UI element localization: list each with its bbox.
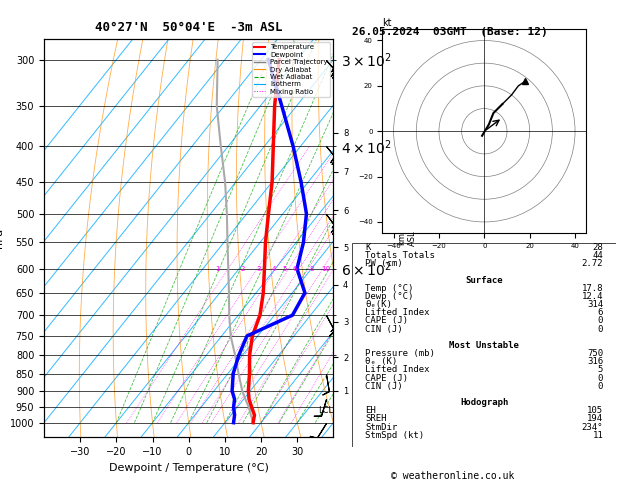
Text: 6: 6 <box>293 266 298 272</box>
Text: 750: 750 <box>587 349 603 358</box>
Text: Pressure (mb): Pressure (mb) <box>365 349 435 358</box>
Text: PW (cm): PW (cm) <box>365 260 403 268</box>
Text: θₑ (K): θₑ (K) <box>365 357 398 366</box>
Text: 28: 28 <box>593 243 603 252</box>
Text: Surface: Surface <box>465 276 503 285</box>
Text: 2: 2 <box>240 266 245 272</box>
Text: kt: kt <box>382 18 392 28</box>
Text: 0: 0 <box>598 382 603 391</box>
Text: CIN (J): CIN (J) <box>365 325 403 334</box>
Text: CAPE (J): CAPE (J) <box>365 316 408 326</box>
Text: 44: 44 <box>593 251 603 260</box>
Text: Lifted Index: Lifted Index <box>365 308 430 317</box>
Text: 105: 105 <box>587 406 603 416</box>
Text: 6: 6 <box>598 308 603 317</box>
Text: Most Unstable: Most Unstable <box>449 341 520 350</box>
Text: CAPE (J): CAPE (J) <box>365 374 408 382</box>
Text: 316: 316 <box>587 357 603 366</box>
Text: Temp (°C): Temp (°C) <box>365 284 414 293</box>
Text: 5: 5 <box>282 266 287 272</box>
Text: Hodograph: Hodograph <box>460 398 508 407</box>
Text: Lifted Index: Lifted Index <box>365 365 430 375</box>
Text: 26.05.2024  03GMT  (Base: 12): 26.05.2024 03GMT (Base: 12) <box>352 27 548 37</box>
Text: 0: 0 <box>598 374 603 382</box>
Text: 314: 314 <box>587 300 603 309</box>
Text: K: K <box>365 243 371 252</box>
Text: 5: 5 <box>598 365 603 375</box>
Text: StmSpd (kt): StmSpd (kt) <box>365 431 425 440</box>
Text: LCL: LCL <box>318 406 333 415</box>
Text: 17.8: 17.8 <box>582 284 603 293</box>
Y-axis label: hPa: hPa <box>0 228 4 248</box>
Y-axis label: km
ASL: km ASL <box>398 230 416 246</box>
Text: CIN (J): CIN (J) <box>365 382 403 391</box>
Text: 11: 11 <box>593 431 603 440</box>
Text: Totals Totals: Totals Totals <box>365 251 435 260</box>
Legend: Temperature, Dewpoint, Parcel Trajectory, Dry Adiabat, Wet Adiabat, Isotherm, Mi: Temperature, Dewpoint, Parcel Trajectory… <box>252 42 330 97</box>
Text: 0: 0 <box>598 316 603 326</box>
Text: EH: EH <box>365 406 376 416</box>
Text: Dewp (°C): Dewp (°C) <box>365 292 414 301</box>
Title: 40°27'N  50°04'E  -3m ASL: 40°27'N 50°04'E -3m ASL <box>95 20 282 34</box>
Text: 194: 194 <box>587 415 603 423</box>
Text: © weatheronline.co.uk: © weatheronline.co.uk <box>391 471 515 481</box>
Text: 10: 10 <box>321 266 330 272</box>
Text: 1: 1 <box>215 266 220 272</box>
Text: θₑ(K): θₑ(K) <box>365 300 392 309</box>
Text: 8: 8 <box>309 266 314 272</box>
Text: 2.72: 2.72 <box>582 260 603 268</box>
Text: 12.4: 12.4 <box>582 292 603 301</box>
Text: 4: 4 <box>271 266 276 272</box>
X-axis label: Dewpoint / Temperature (°C): Dewpoint / Temperature (°C) <box>109 463 269 473</box>
Text: StmDir: StmDir <box>365 423 398 432</box>
Text: 3: 3 <box>257 266 261 272</box>
Text: SREH: SREH <box>365 415 387 423</box>
Text: 0: 0 <box>598 325 603 334</box>
Text: 234°: 234° <box>582 423 603 432</box>
